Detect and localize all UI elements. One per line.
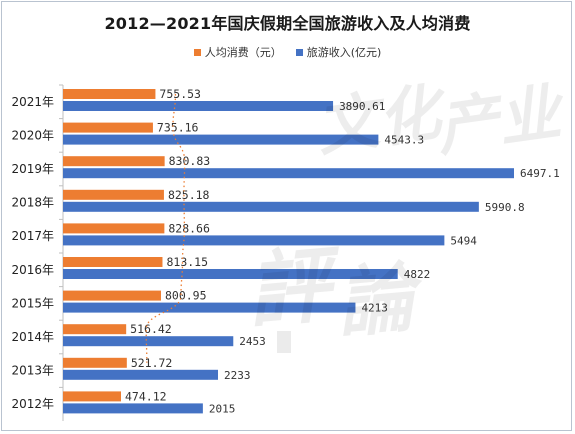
category-label: 2018年 [11, 196, 54, 210]
bar-revenue [63, 168, 514, 179]
bar-revenue [63, 134, 379, 145]
category-label: 2016年 [11, 263, 54, 277]
legend-label-per-capita: 人均消费（元） [204, 46, 282, 59]
bar-per-capita [63, 89, 156, 99]
category-label: 2019年 [11, 162, 54, 176]
data-label-revenue: 5990.8 [485, 201, 525, 214]
bar-revenue [63, 403, 203, 414]
bar-revenue [63, 336, 234, 347]
data-label-per-capita: 474.12 [125, 389, 167, 403]
data-label-per-capita: 828.66 [168, 221, 210, 235]
category-label: 2020年 [11, 128, 54, 142]
data-label-revenue: 4822 [404, 268, 431, 281]
data-label-per-capita: 521.72 [131, 356, 173, 370]
bar-per-capita [63, 324, 127, 335]
bar-revenue [63, 201, 479, 212]
data-label-revenue: 5494 [450, 234, 477, 247]
data-label-per-capita: 825.18 [168, 188, 210, 202]
bar-revenue [63, 269, 398, 279]
category-label: 2017年 [11, 229, 54, 243]
category-label: 2014年 [11, 330, 54, 344]
data-label-revenue: 3890.61 [339, 100, 385, 113]
data-label-per-capita: 516.42 [130, 322, 172, 336]
bar-per-capita [63, 357, 127, 368]
legend-label-revenue: 旅游收入(亿元) [306, 46, 382, 59]
trendline-per-capita [145, 93, 186, 363]
bar-per-capita [63, 290, 161, 301]
bar-per-capita [63, 189, 164, 200]
category-label: 2021年 [11, 95, 54, 109]
category-label: 2013年 [11, 364, 54, 378]
data-label-revenue: 2015 [209, 402, 236, 415]
bar-revenue [63, 101, 334, 111]
data-label-per-capita: 830.83 [169, 154, 211, 168]
data-label-revenue: 2453 [239, 335, 266, 348]
legend-swatch-revenue [295, 48, 303, 56]
category-label: 2012年 [11, 397, 54, 411]
bar-revenue [63, 302, 356, 313]
bar-per-capita [63, 156, 165, 167]
data-label-per-capita: 755.53 [159, 87, 201, 101]
data-label-per-capita: 735.16 [157, 121, 199, 135]
bar-per-capita [63, 223, 165, 234]
bar-per-capita [63, 122, 153, 133]
data-label-per-capita: 800.95 [165, 289, 207, 303]
chart-title: 2012—2021年国庆假期全国旅游收入及人均消费 [104, 14, 471, 33]
legend-item-per-capita: 人均消费（元） [193, 44, 282, 60]
data-label-revenue: 4543.3 [384, 134, 424, 147]
category-label: 2015年 [11, 296, 54, 310]
bar-revenue [63, 235, 445, 246]
bar-revenue [63, 369, 219, 380]
legend-swatch-per-capita [193, 48, 201, 56]
legend-item-revenue: 旅游收入(亿元) [295, 44, 382, 60]
data-label-revenue: 6497.1 [520, 167, 560, 180]
bar-per-capita [63, 391, 121, 402]
data-label-per-capita: 813.15 [166, 255, 208, 269]
bar-per-capita [63, 257, 163, 267]
data-label-revenue: 2233 [224, 369, 251, 382]
data-label-revenue: 4213 [361, 302, 388, 315]
chart-legend: 人均消费（元） 旅游收入(亿元) [0, 44, 575, 60]
